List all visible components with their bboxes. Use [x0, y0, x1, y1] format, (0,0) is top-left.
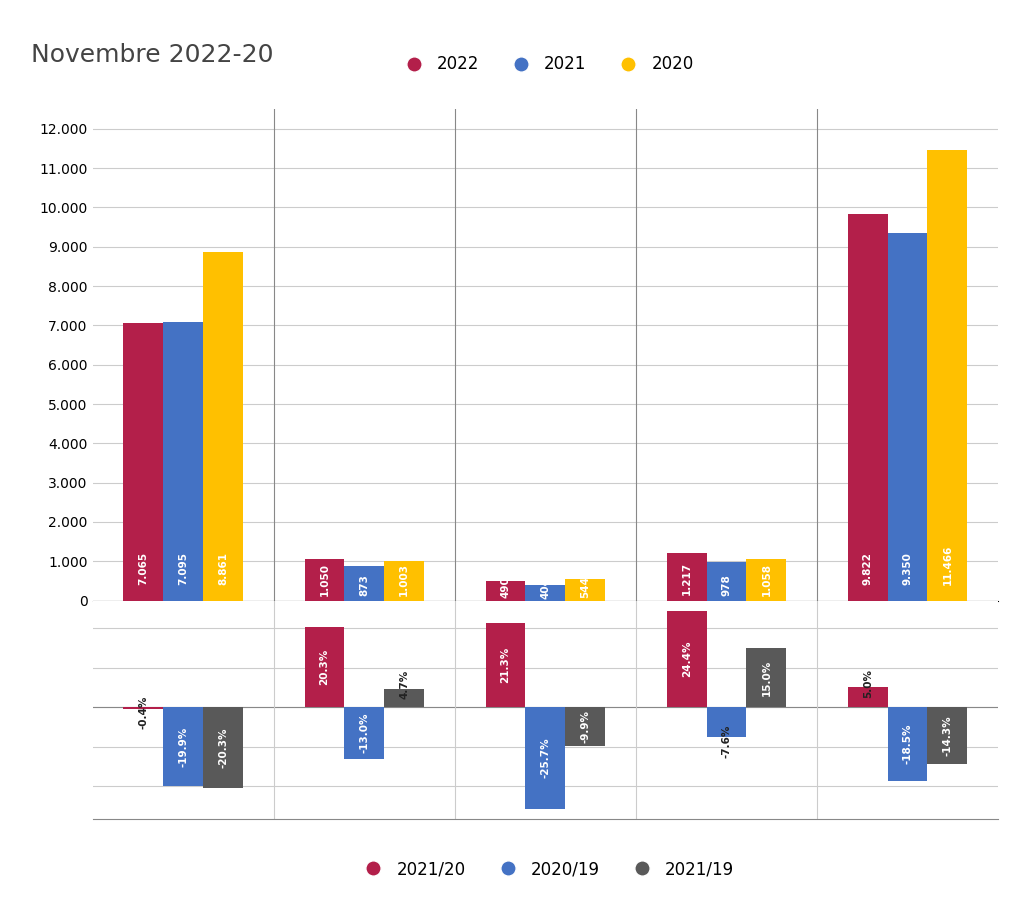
- Text: 15.0%: 15.0%: [761, 660, 772, 695]
- Bar: [848, 687, 888, 707]
- Bar: [667, 611, 707, 707]
- Text: -13.0%: -13.0%: [359, 713, 369, 753]
- Text: 544: 544: [580, 576, 591, 598]
- Text: 4.7%: 4.7%: [399, 670, 410, 699]
- Bar: [707, 562, 746, 601]
- Bar: [746, 648, 786, 707]
- Bar: [384, 561, 424, 601]
- Bar: [164, 321, 203, 601]
- Legend: 2022, 2021, 2020: 2022, 2021, 2020: [390, 49, 701, 80]
- Text: 873: 873: [359, 574, 369, 596]
- Text: -19.9%: -19.9%: [178, 726, 188, 767]
- Bar: [526, 707, 565, 809]
- Text: 9.822: 9.822: [862, 552, 873, 585]
- Text: 7.095: 7.095: [178, 551, 188, 585]
- Bar: [123, 323, 164, 601]
- Text: 11.466: 11.466: [943, 544, 953, 585]
- Text: 7.065: 7.065: [138, 551, 148, 585]
- Text: 20.3%: 20.3%: [319, 649, 329, 685]
- Text: -25.7%: -25.7%: [540, 738, 551, 778]
- Bar: [927, 150, 967, 601]
- Text: 1.050: 1.050: [319, 562, 329, 596]
- Bar: [203, 252, 243, 601]
- Text: 1.217: 1.217: [681, 561, 691, 595]
- Text: 978: 978: [721, 574, 732, 596]
- Bar: [565, 707, 605, 746]
- Bar: [486, 622, 526, 707]
- Bar: [486, 581, 526, 601]
- Text: -7.6%: -7.6%: [721, 724, 732, 758]
- Text: 9.350: 9.350: [902, 552, 913, 585]
- Bar: [746, 559, 786, 601]
- Bar: [345, 707, 384, 759]
- Text: -14.3%: -14.3%: [943, 715, 953, 756]
- Bar: [927, 707, 967, 763]
- Bar: [305, 560, 345, 601]
- Text: -0.4%: -0.4%: [138, 696, 148, 730]
- Bar: [526, 585, 565, 601]
- Bar: [848, 215, 888, 601]
- Bar: [667, 552, 707, 601]
- Bar: [707, 707, 746, 737]
- Text: 21.3%: 21.3%: [500, 647, 510, 683]
- Bar: [305, 627, 345, 707]
- Text: 5.0%: 5.0%: [862, 669, 873, 698]
- Text: 8.861: 8.861: [218, 551, 228, 585]
- Text: -20.3%: -20.3%: [218, 727, 228, 768]
- Bar: [565, 579, 605, 601]
- Bar: [123, 707, 164, 709]
- Legend: 2021/20, 2020/19, 2021/19: 2021/20, 2020/19, 2021/19: [350, 854, 741, 885]
- Bar: [164, 707, 203, 786]
- Text: Novembre 2022-20: Novembre 2022-20: [31, 43, 274, 66]
- Text: 404: 404: [540, 577, 551, 599]
- Text: 490: 490: [500, 577, 510, 598]
- Bar: [203, 707, 243, 788]
- Text: 1.003: 1.003: [399, 563, 410, 596]
- Bar: [888, 233, 927, 601]
- Bar: [888, 707, 927, 781]
- Bar: [384, 689, 424, 707]
- Bar: [345, 566, 384, 601]
- Text: -18.5%: -18.5%: [902, 723, 913, 764]
- Text: 24.4%: 24.4%: [681, 641, 691, 677]
- Text: 1.058: 1.058: [761, 562, 772, 596]
- Text: -9.9%: -9.9%: [580, 711, 591, 743]
